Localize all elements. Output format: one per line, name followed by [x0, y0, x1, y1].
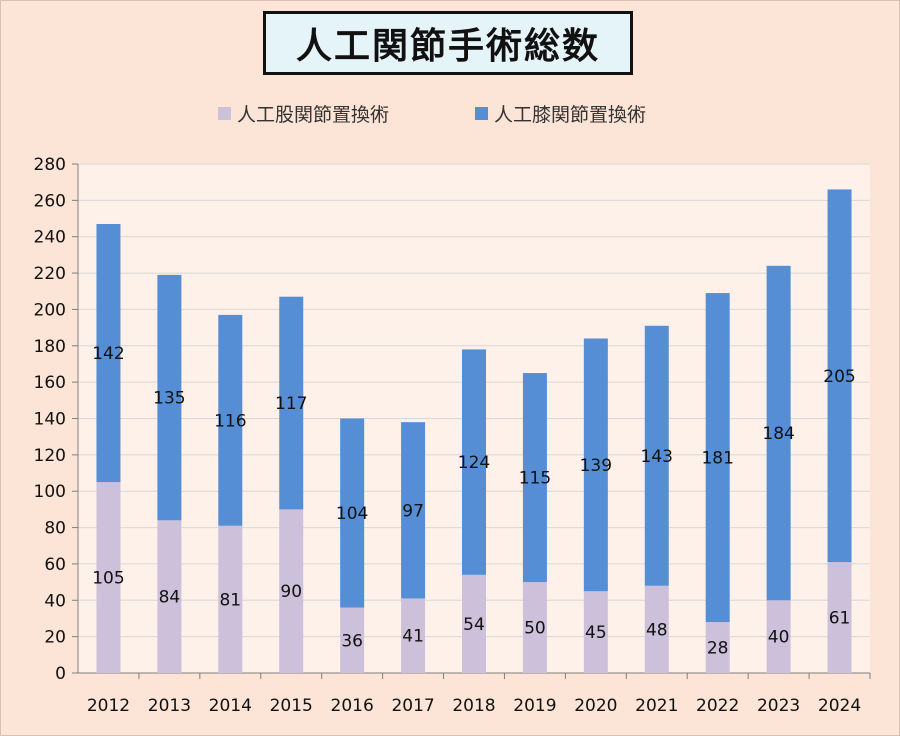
data-label: 104: [336, 504, 368, 524]
data-label: 50: [524, 619, 546, 639]
data-label: 116: [214, 411, 246, 431]
x-tick-label: 2023: [757, 696, 800, 716]
data-label: 139: [580, 456, 612, 476]
bar-segment: [340, 418, 365, 608]
chart-title-box: 人工関節手術総数: [263, 11, 633, 75]
bar-segment: [96, 482, 121, 673]
data-label: 84: [159, 588, 181, 608]
x-tick-label: 2015: [270, 696, 313, 716]
y-tick-label: 0: [55, 664, 66, 684]
legend-label-hip: 人工股関節置換術: [237, 104, 390, 126]
data-label: 117: [275, 394, 307, 414]
legend-item-hip: 人工股関節置換術: [218, 100, 389, 127]
data-label: 184: [762, 424, 794, 444]
bar-segment: [827, 189, 852, 563]
data-label: 61: [829, 609, 851, 629]
data-label: 115: [519, 469, 551, 489]
data-label: 142: [92, 344, 124, 364]
x-tick-label: 2020: [574, 696, 617, 716]
x-tick-label: 2019: [513, 696, 556, 716]
bar-segment: [766, 600, 791, 673]
legend-swatch-knee: [475, 107, 488, 120]
data-label: 205: [823, 367, 855, 387]
y-tick-label: 80: [44, 519, 66, 539]
data-label: 48: [646, 620, 668, 640]
legend: 人工股関節置換術 人工膝関節置換術: [0, 100, 900, 130]
y-tick-label: 160: [34, 373, 66, 393]
bar-segment: [583, 338, 608, 592]
bar-segment: [705, 622, 730, 673]
x-tick-label: 2018: [452, 696, 495, 716]
bar-segment: [644, 325, 669, 586]
x-tick-label: 2016: [331, 696, 374, 716]
y-tick-label: 280: [34, 155, 66, 175]
bar-segment: [522, 582, 547, 673]
data-label: 97: [402, 501, 424, 521]
data-label: 45: [585, 623, 607, 643]
y-tick-label: 220: [34, 264, 66, 284]
x-tick-label: 2017: [391, 696, 434, 716]
bar-segment: [340, 607, 365, 673]
data-label: 41: [402, 627, 424, 647]
x-tick-label: 2012: [87, 696, 130, 716]
y-tick-label: 40: [44, 591, 66, 611]
y-tick-label: 240: [34, 228, 66, 248]
y-tick-label: 200: [34, 300, 66, 320]
y-tick-label: 100: [34, 482, 66, 502]
x-tick-label: 2022: [696, 696, 739, 716]
bar-segment: [522, 373, 547, 583]
bar-segment: [827, 562, 852, 673]
bar-segment: [644, 585, 669, 673]
x-tick-label: 2021: [635, 696, 678, 716]
bar-segment: [218, 314, 243, 526]
x-tick-label: 2014: [209, 696, 252, 716]
data-label: 28: [707, 639, 729, 659]
bar-segment: [583, 591, 608, 673]
y-tick-label: 20: [44, 628, 66, 648]
bar-segment: [157, 274, 182, 521]
data-label: 105: [92, 569, 124, 589]
data-label: 181: [701, 449, 733, 469]
data-label: 40: [768, 628, 790, 648]
data-label: 135: [153, 389, 185, 409]
data-label: 124: [458, 453, 490, 473]
bar-segment: [279, 509, 304, 673]
y-tick-label: 120: [34, 446, 66, 466]
bar-segment: [705, 293, 730, 623]
y-tick-label: 140: [34, 410, 66, 430]
bar-segment: [279, 296, 304, 510]
y-tick-label: 180: [34, 337, 66, 357]
data-label: 54: [463, 615, 485, 635]
data-label: 143: [641, 447, 673, 467]
x-tick-label: 2024: [818, 696, 861, 716]
legend-item-knee: 人工膝関節置換術: [475, 100, 646, 127]
data-label: 90: [280, 582, 302, 602]
bar-segment: [157, 520, 182, 673]
bar-segment: [766, 265, 791, 601]
data-label: 81: [219, 590, 241, 610]
bar-segment: [401, 598, 426, 673]
bar-segment: [401, 422, 426, 599]
y-tick-label: 260: [34, 191, 66, 211]
data-label: 36: [341, 631, 363, 651]
bar-segment: [462, 349, 486, 575]
bar-segment: [96, 223, 121, 483]
legend-label-knee: 人工膝関節置換術: [494, 104, 647, 126]
x-tick-label: 2013: [148, 696, 191, 716]
bar-segment: [218, 525, 243, 673]
chart-title: 人工関節手術総数: [295, 26, 600, 67]
legend-swatch-hip: [218, 107, 231, 120]
bar-segment: [462, 574, 486, 673]
y-tick-label: 60: [44, 555, 66, 575]
